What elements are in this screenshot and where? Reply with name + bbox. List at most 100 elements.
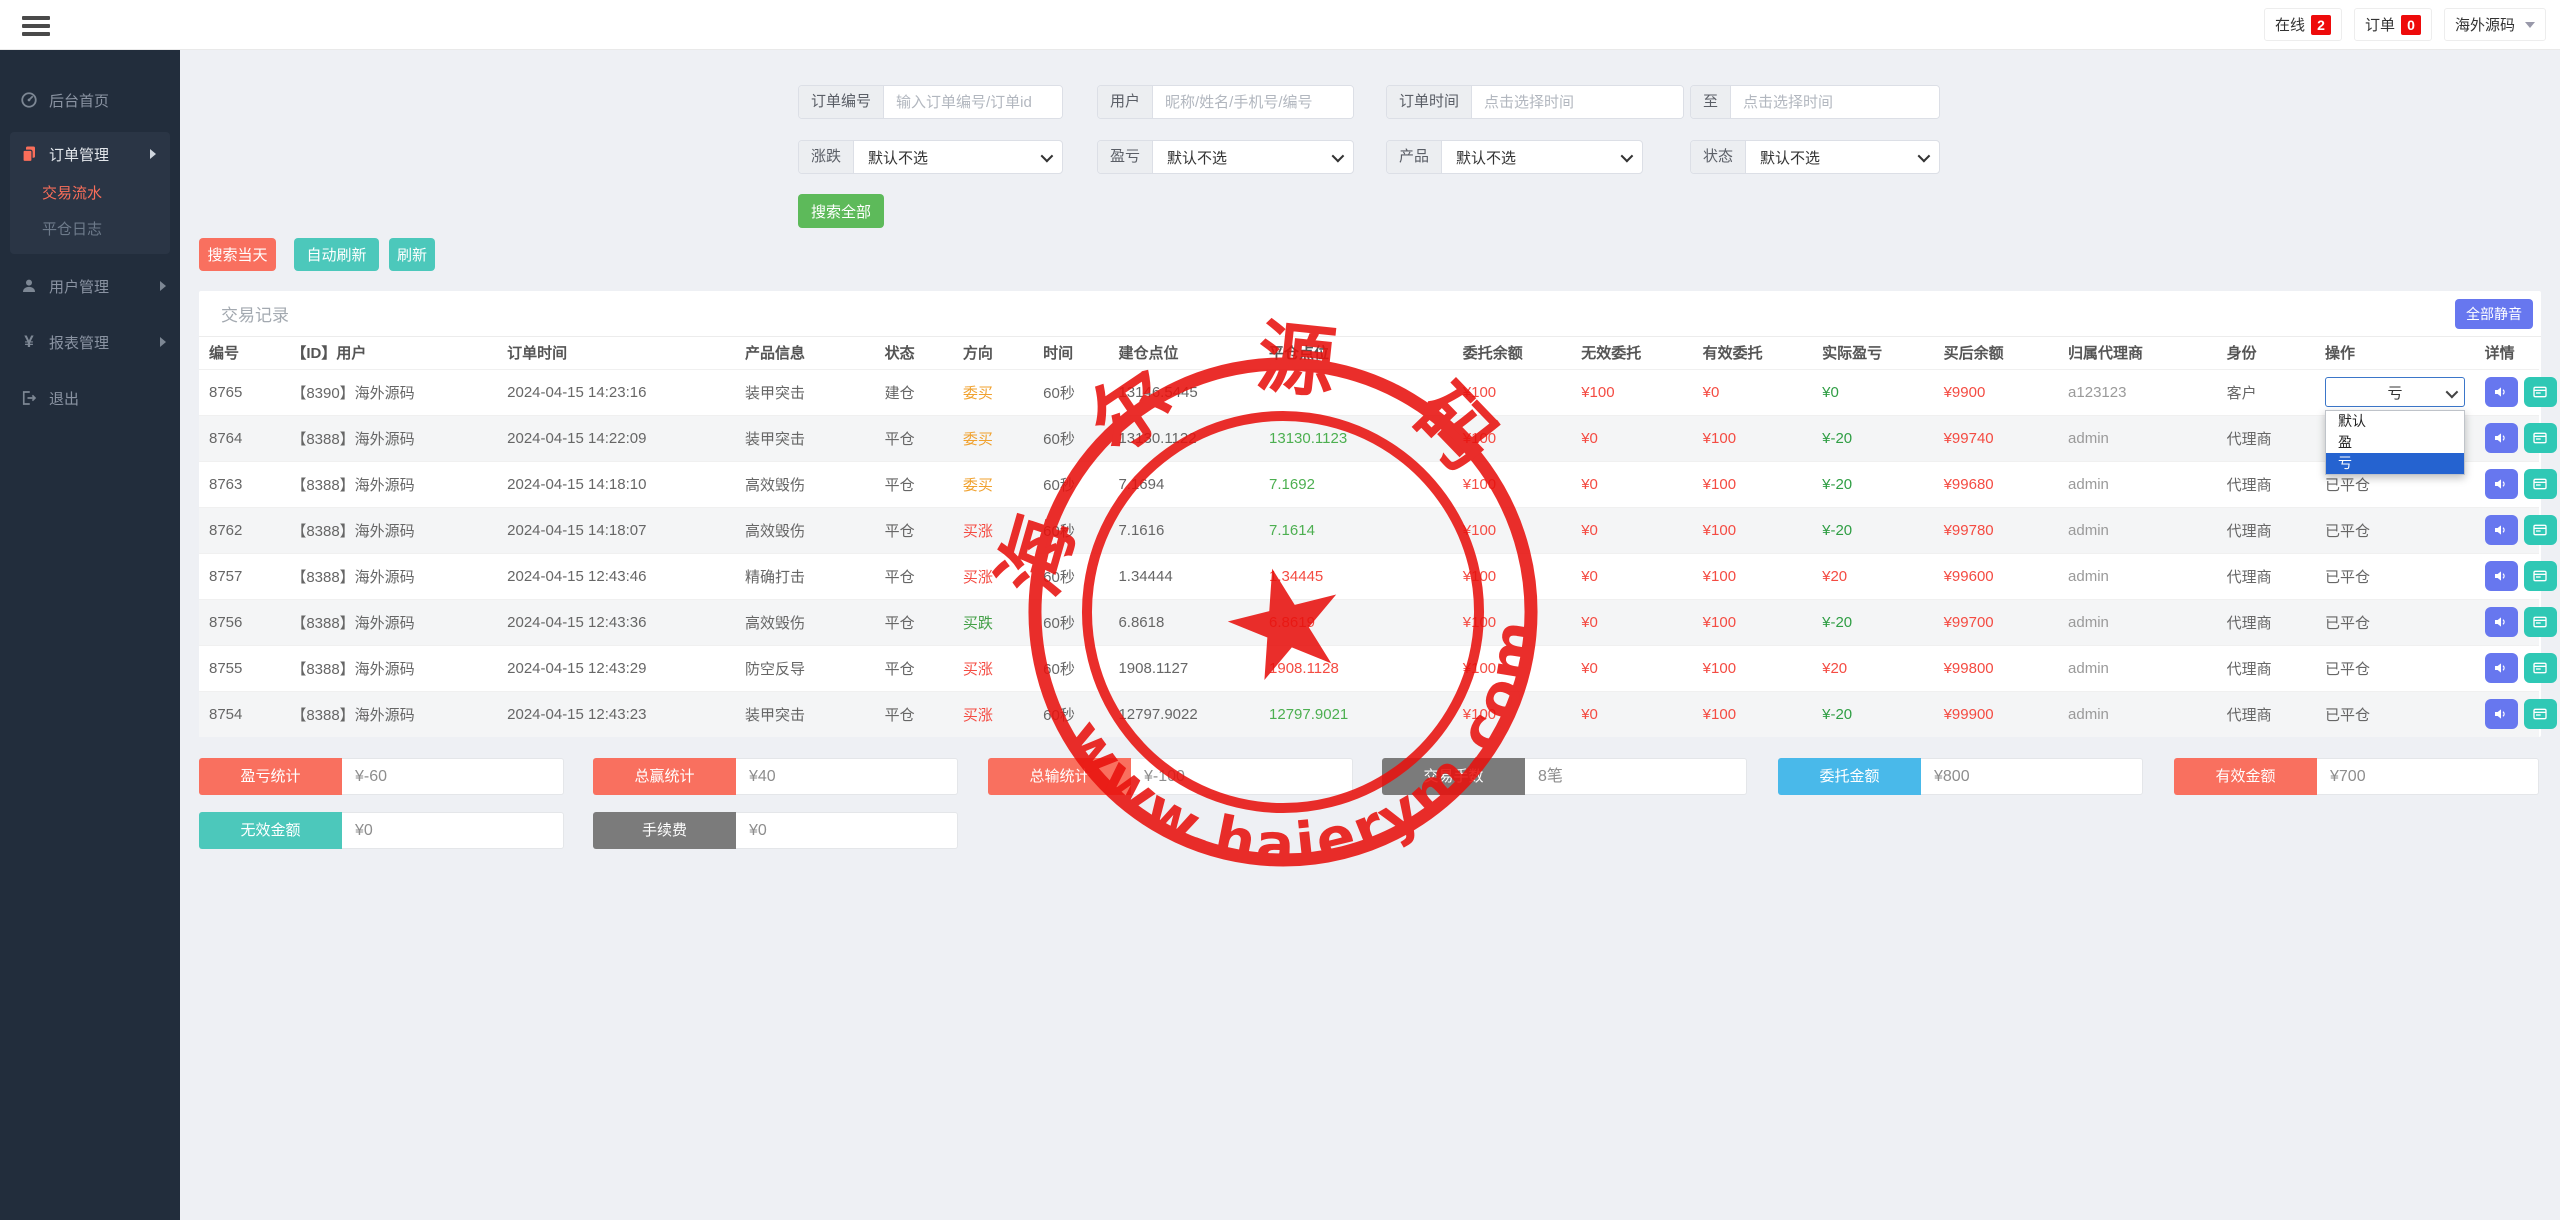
- col-state: 状态: [884, 345, 915, 363]
- col-pl: 实际盈亏: [1822, 345, 1883, 363]
- col-identity: 身份: [2226, 345, 2257, 363]
- sidebar-item-home[interactable]: 后台首页: [0, 78, 180, 122]
- col-agent: 归属代理商: [2068, 345, 2144, 363]
- detail-card-icon: [2533, 524, 2547, 536]
- detail-button[interactable]: [2523, 699, 2557, 730]
- panel-header: 交易记录 全部静音: [199, 291, 2541, 337]
- filter-user: 用户: [1097, 85, 1354, 119]
- trade-records-panel: 交易记录 全部静音 编号 【ID】用户 订单时间 产品信息 状态 方向 时间: [199, 291, 2557, 737]
- table-row: 8763 【8388】海外源码 2024-04-15 14:18:10 高效毁伤…: [199, 461, 2557, 507]
- table-row: 8764 【8388】海外源码 2024-04-15 14:22:09 装甲突击…: [199, 415, 2557, 461]
- sidebar-subitem-close-log[interactable]: 平仓日志: [42, 221, 103, 238]
- detail-card-icon: [2533, 432, 2547, 444]
- col-valid: 有效委托: [1702, 345, 1763, 363]
- filter-product: 产品 默认不选: [1386, 140, 1643, 174]
- panel-title: 交易记录: [221, 306, 289, 325]
- stat-entrust: 委托金额 ¥800: [1778, 758, 2143, 795]
- detail-button[interactable]: [2523, 423, 2557, 453]
- col-op: 操作: [2325, 345, 2356, 363]
- detail-button[interactable]: [2523, 469, 2557, 499]
- mute-all-button[interactable]: 全部静音: [2455, 298, 2533, 329]
- detail-button[interactable]: [2523, 653, 2557, 683]
- sound-button[interactable]: [2484, 607, 2518, 637]
- order-count-badge: 0: [2400, 14, 2421, 35]
- op-dropdown-menu: 默认 盈 亏: [2325, 410, 2466, 475]
- table-row: 8754 【8388】海外源码 2024-04-15 12:43:23 装甲突击…: [199, 691, 2557, 737]
- col-open: 建仓点位: [1118, 345, 1179, 363]
- end-time-input[interactable]: [1731, 86, 1939, 118]
- stat-win: 总赢统计 ¥40: [593, 758, 958, 795]
- stat-value: ¥0: [342, 812, 564, 849]
- filter-status: 状态 默认不选: [1690, 140, 1940, 174]
- sidebar-item-logout[interactable]: 退出: [0, 376, 180, 420]
- sidebar-item-orders[interactable]: 订单管理: [10, 132, 170, 176]
- sidebar-group-orders: 订单管理 交易流水 平仓日志: [10, 132, 170, 254]
- speaker-icon: [2495, 479, 2505, 489]
- refresh-button[interactable]: 刷新: [389, 238, 435, 271]
- op-select[interactable]: 亏: [2325, 377, 2466, 407]
- sound-button[interactable]: [2484, 653, 2518, 683]
- col-invalid: 无效委托: [1581, 345, 1642, 363]
- detail-button[interactable]: [2523, 607, 2557, 637]
- speaker-icon: [2495, 663, 2505, 673]
- chevron-right-icon: [160, 281, 166, 291]
- speaker-icon: [2495, 617, 2505, 627]
- sound-button[interactable]: [2484, 469, 2518, 499]
- stat-value: ¥-60: [342, 758, 564, 795]
- detail-card-icon: [2533, 386, 2547, 398]
- sound-button[interactable]: [2484, 423, 2518, 453]
- sound-button[interactable]: [2484, 699, 2518, 730]
- stat-valid: 有效金额 ¥700: [2174, 758, 2539, 795]
- status-select[interactable]: 默认不选: [1746, 141, 1939, 173]
- sidebar-item-label: 订单管理: [49, 146, 110, 164]
- sound-button[interactable]: [2484, 377, 2518, 407]
- sidebar-subitem-trade-flow[interactable]: 交易流水: [42, 185, 103, 202]
- online-indicator[interactable]: 在线 2: [2263, 8, 2342, 41]
- table-row: 8755 【8388】海外源码 2024-04-15 12:43:29 防空反导…: [199, 645, 2557, 691]
- sidebar-item-label: 退出: [49, 390, 80, 408]
- hamburger-menu-icon[interactable]: [22, 16, 50, 40]
- search-all-button[interactable]: 搜索全部: [798, 194, 884, 228]
- filter-profit: 盈亏 默认不选: [1097, 140, 1354, 174]
- order-no-input[interactable]: [884, 86, 1062, 118]
- search-today-button[interactable]: 搜索当天: [199, 238, 276, 271]
- col-entrust: 委托余额: [1462, 345, 1523, 363]
- sidebar-item-label: 后台首页: [49, 92, 110, 110]
- stat-value: ¥40: [736, 758, 958, 795]
- detail-card-icon: [2533, 616, 2547, 628]
- chevron-down-icon: [1620, 149, 1634, 162]
- op-option-default[interactable]: 默认: [2338, 413, 2367, 429]
- product-select[interactable]: 默认不选: [1442, 141, 1642, 173]
- sound-button[interactable]: [2484, 561, 2518, 591]
- op-option-loss[interactable]: 亏: [2326, 453, 2465, 474]
- account-menu[interactable]: 海外源码: [2443, 8, 2546, 41]
- table-row: 8756 【8388】海外源码 2024-04-15 12:43:36 高效毁伤…: [199, 599, 2557, 645]
- yen-icon: ¥: [24, 332, 34, 351]
- auto-refresh-button[interactable]: 自动刷新: [294, 238, 379, 271]
- stat-fee: 手续费 ¥0: [593, 812, 958, 849]
- online-count-badge: 2: [2310, 14, 2331, 35]
- col-id: 编号: [209, 345, 240, 363]
- updown-select[interactable]: 默认不选: [854, 141, 1062, 173]
- sidebar-item-users[interactable]: 用户管理: [0, 264, 180, 308]
- profit-select[interactable]: 默认不选: [1153, 141, 1353, 173]
- table-row: 8765 【8390】海外源码 2024-04-15 14:23:16 装甲突击…: [199, 369, 2557, 475]
- user-input[interactable]: [1153, 86, 1353, 118]
- speaker-icon: [2495, 387, 2505, 397]
- order-indicator[interactable]: 订单 0: [2353, 8, 2432, 41]
- col-time: 订单时间: [507, 345, 568, 363]
- table-row: 8757 【8388】海外源码 2024-04-15 12:43:46 精确打击…: [199, 553, 2557, 599]
- detail-button[interactable]: [2523, 515, 2557, 545]
- stat-lots: 交易手数 8笔: [1382, 758, 1747, 795]
- detail-button[interactable]: [2523, 377, 2557, 407]
- topbar: 在线 2 订单 0 海外源码: [0, 0, 2560, 50]
- trade-table: 编号 【ID】用户 订单时间 产品信息 状态 方向 时间 建仓点位 平仓点位 委…: [199, 337, 2557, 737]
- detail-button[interactable]: [2523, 561, 2557, 591]
- start-time-input[interactable]: [1472, 86, 1683, 118]
- sidebar-item-label: 用户管理: [49, 278, 110, 296]
- op-option-win[interactable]: 盈: [2338, 434, 2353, 450]
- sidebar-item-reports[interactable]: ¥ 报表管理: [0, 320, 180, 364]
- sound-button[interactable]: [2484, 515, 2518, 545]
- filter-label: 产品: [1387, 141, 1443, 173]
- filter-label: 用户: [1098, 86, 1154, 118]
